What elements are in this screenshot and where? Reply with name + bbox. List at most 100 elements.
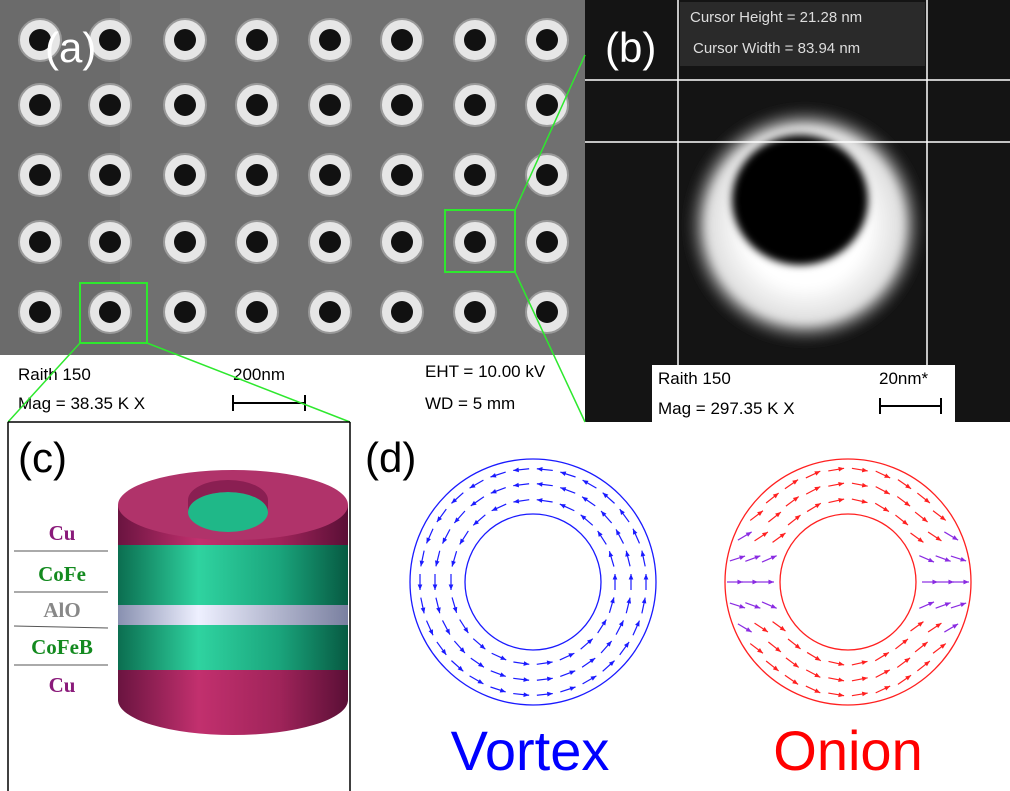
arrow-head xyxy=(944,557,951,562)
sem-hole xyxy=(464,164,486,186)
layer-label: Cu xyxy=(49,521,76,545)
arrow-head xyxy=(536,498,543,503)
arrow-head xyxy=(560,487,567,492)
arrow-head xyxy=(838,661,845,666)
arrow-head xyxy=(434,560,440,567)
sem-hole xyxy=(29,164,51,186)
arrow-head xyxy=(569,670,576,675)
arrow-head xyxy=(861,660,868,665)
sem-hole xyxy=(29,29,51,51)
arrow-head xyxy=(428,629,434,636)
arrow-head xyxy=(618,620,624,627)
arrow-head xyxy=(768,579,774,585)
arrow-head xyxy=(452,606,458,613)
arrow-head xyxy=(432,584,438,590)
arrow-head xyxy=(582,496,588,502)
arrow-head xyxy=(905,675,912,681)
sem-hole xyxy=(536,301,558,323)
arrow-head xyxy=(569,686,576,691)
sem-hole xyxy=(319,231,341,253)
arrow-head xyxy=(902,519,908,525)
arrow-head xyxy=(884,473,891,478)
sem-hole xyxy=(464,29,486,51)
sem-hole xyxy=(536,94,558,116)
sem-hole xyxy=(391,164,413,186)
arrow-head xyxy=(420,607,426,614)
arrow-head xyxy=(490,473,497,478)
arrow-head xyxy=(419,560,425,567)
arrow-head xyxy=(770,603,777,609)
sem-hole xyxy=(174,164,196,186)
arrow-head xyxy=(612,574,618,580)
arrow-head xyxy=(500,655,507,660)
magnification: Mag = 38.35 K X xyxy=(18,394,145,413)
ring-hole xyxy=(732,135,868,265)
sem-hole xyxy=(319,301,341,323)
arrow-head xyxy=(757,648,763,654)
arrow-head xyxy=(582,480,589,485)
sem-hole xyxy=(99,301,121,323)
arrow-head xyxy=(794,515,801,521)
layer-label: Cu xyxy=(49,673,76,697)
arrow-head xyxy=(861,499,868,504)
arrow-head xyxy=(757,510,763,516)
arrow-head xyxy=(454,517,460,524)
panel-label: (d) xyxy=(365,434,416,481)
arrow-head xyxy=(513,467,519,473)
arrow-head xyxy=(587,638,593,645)
sem-hole xyxy=(99,94,121,116)
zoom-lines xyxy=(7,54,586,423)
state-label: Onion xyxy=(773,719,922,782)
arrow-head xyxy=(473,519,479,526)
arrow-head xyxy=(792,662,799,668)
arrow-head xyxy=(640,550,646,557)
arrow-head xyxy=(745,531,752,537)
arrow-head xyxy=(883,489,890,495)
arrow-head xyxy=(632,528,638,535)
sem-hole xyxy=(174,301,196,323)
arrow-head xyxy=(626,597,632,604)
arrow-head xyxy=(963,579,969,585)
zoom-box xyxy=(444,209,516,273)
arrow-head xyxy=(457,665,464,672)
arrow-head xyxy=(610,597,615,604)
arrow-head xyxy=(902,639,908,645)
layer-cu xyxy=(118,670,348,735)
arrow-head xyxy=(754,604,761,609)
arrow-head xyxy=(814,655,821,661)
ring-array xyxy=(18,18,569,334)
sem-hole xyxy=(29,231,51,253)
arrow-head xyxy=(838,466,845,472)
arrow-head xyxy=(775,646,781,652)
arrow-head xyxy=(754,555,761,560)
arrow-head xyxy=(513,498,520,504)
arrow-head xyxy=(814,688,821,693)
arrow-head xyxy=(960,557,967,562)
arrow-head xyxy=(838,498,845,503)
arrow-head xyxy=(463,627,469,634)
arrow-head xyxy=(792,679,799,685)
layer-label: CoFe xyxy=(38,562,86,586)
arrow-head xyxy=(905,483,912,489)
arrow-head xyxy=(762,532,768,538)
arrow-head xyxy=(921,642,928,648)
arrow-head xyxy=(883,669,890,675)
arrow-head xyxy=(469,483,476,489)
arrow-head xyxy=(917,621,924,627)
sem-hole xyxy=(246,164,268,186)
arrow-head xyxy=(470,500,477,506)
arrow-head xyxy=(417,584,423,590)
arrow-head xyxy=(606,640,612,647)
arrow-head xyxy=(499,688,506,693)
sem-hole xyxy=(174,231,196,253)
arrow-head xyxy=(623,641,630,648)
panel-label: (a) xyxy=(45,24,96,71)
panel-border xyxy=(7,421,351,791)
arrow-head xyxy=(792,479,799,485)
arrow-head xyxy=(928,601,935,607)
scale-bar-label: 200nm xyxy=(233,365,285,384)
arrow-head xyxy=(459,538,465,545)
arrow-head xyxy=(935,623,942,629)
arrow-head xyxy=(904,657,911,664)
